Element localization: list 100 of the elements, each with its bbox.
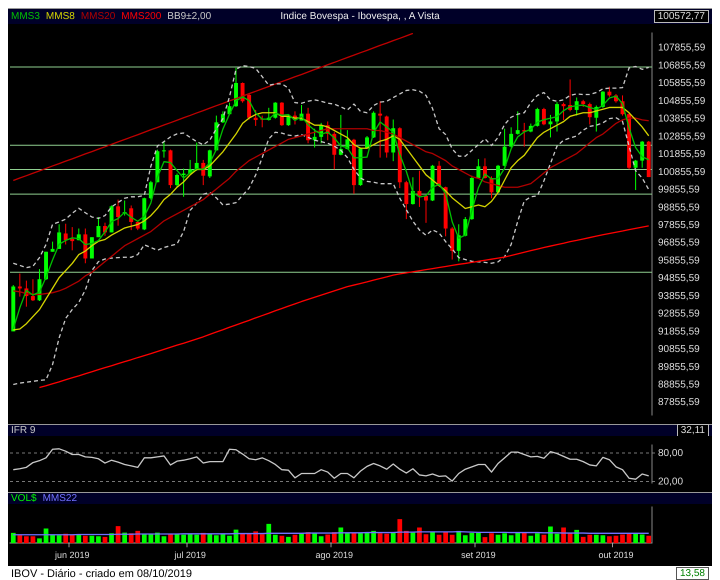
candlestick	[574, 97, 579, 116]
candlestick	[404, 180, 408, 220]
chart-title: Indice Bovespa - Ibovespa, , A Vista	[280, 11, 440, 22]
text: IFR 9	[11, 425, 36, 436]
y-tick-label: 80,00	[658, 448, 684, 459]
text: 13,58	[676, 567, 709, 580]
bar	[390, 532, 396, 544]
text: MMS3	[11, 11, 40, 22]
bar	[90, 536, 94, 544]
bar	[82, 536, 88, 544]
bar	[397, 519, 402, 544]
x-tick-label: set 2019	[461, 550, 496, 560]
bar	[318, 536, 324, 544]
bar	[116, 526, 120, 544]
text: MMS8	[46, 11, 75, 22]
bar	[561, 528, 566, 544]
bar	[30, 536, 36, 544]
candlestick	[417, 170, 422, 208]
candlestick	[516, 110, 520, 136]
candlestick	[254, 109, 258, 126]
candlestick	[555, 102, 559, 132]
text: VOL$	[11, 493, 37, 504]
bar	[522, 532, 527, 544]
y-tick-label: 96855,59	[658, 238, 700, 249]
x-tick-label: jul 2019	[173, 550, 206, 560]
candlestick	[148, 180, 153, 200]
candlestick	[535, 107, 540, 128]
bar	[24, 536, 29, 544]
y-tick-label: 20,00	[658, 476, 684, 488]
y-tick-label: 95855,59	[658, 255, 700, 266]
bar	[528, 536, 534, 544]
candlestick	[175, 173, 180, 188]
candlestick	[365, 135, 369, 150]
bar	[345, 533, 350, 544]
bar	[272, 534, 278, 544]
bar	[450, 534, 455, 544]
bar	[17, 535, 22, 544]
bar	[430, 532, 435, 544]
y-tick-label: 104855,59	[658, 96, 706, 107]
bar	[640, 534, 645, 544]
bar	[535, 533, 540, 544]
candlestick	[116, 199, 120, 226]
bar	[292, 534, 298, 544]
x-tick-label: jun 2019	[54, 550, 90, 560]
y-tick-label: 100855,59	[658, 166, 706, 178]
y-tick-label: 92855,59	[658, 308, 700, 320]
bar	[214, 535, 219, 544]
bar	[280, 536, 284, 544]
y-tick-label: 93855,59	[658, 290, 700, 302]
y-tick-label: 89855,59	[658, 362, 700, 373]
candlestick	[450, 226, 454, 260]
candlestick	[476, 158, 480, 180]
y-tick-label: 107855,59	[658, 42, 706, 54]
bar	[76, 534, 82, 544]
candlestick	[600, 90, 605, 108]
y-tick-label: 102855,59	[658, 131, 706, 142]
candlestick	[18, 273, 22, 298]
y-tick-label: 105855,59	[658, 78, 706, 90]
bar	[646, 536, 652, 544]
bar	[384, 534, 390, 544]
text: 32,11	[676, 424, 709, 437]
candlestick	[607, 86, 612, 98]
candlestick	[378, 100, 382, 158]
x-tick-label: out 2019	[598, 550, 634, 560]
text: BB9±2,00	[167, 11, 212, 22]
bar	[378, 533, 382, 544]
y-tick-label: 106855,59	[658, 60, 706, 72]
text: MMS200	[121, 11, 162, 22]
bar	[633, 534, 638, 544]
bar	[568, 533, 572, 544]
bar	[542, 534, 546, 544]
candlestick	[562, 102, 566, 121]
candlestick	[502, 128, 507, 167]
candlestick	[96, 216, 100, 238]
y-tick-label: 88855,59	[658, 380, 700, 391]
bar	[325, 534, 330, 544]
y-tick-label: 99855,59	[658, 184, 700, 196]
text: IBOV - Diário - criado em 08/10/2019	[11, 568, 192, 580]
bar	[476, 532, 481, 544]
bar	[306, 532, 310, 544]
candlestick	[542, 107, 546, 126]
y-tick-label: 103855,59	[658, 114, 706, 125]
bar	[168, 534, 173, 544]
candlestick	[162, 140, 166, 158]
y-tick-label: 87855,59	[658, 397, 700, 408]
candlestick	[30, 278, 35, 302]
bar	[240, 533, 245, 544]
candlestick	[509, 126, 514, 148]
bar	[96, 536, 101, 544]
bar	[580, 536, 586, 544]
y-tick-label: 91855,59	[658, 326, 700, 338]
y-tick-label: 101855,59	[658, 149, 706, 160]
candlestick	[424, 194, 428, 224]
x-tick-label: ago 2019	[316, 550, 354, 560]
bar	[260, 534, 265, 544]
bar	[587, 534, 592, 544]
bar	[352, 532, 356, 544]
line-series	[12, 64, 650, 268]
candlestick	[437, 160, 442, 188]
y-tick-label: 94855,59	[658, 273, 700, 284]
